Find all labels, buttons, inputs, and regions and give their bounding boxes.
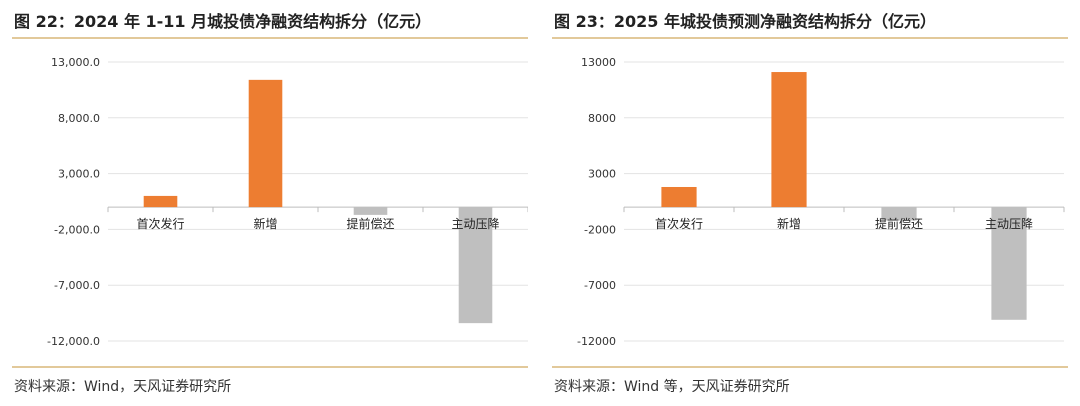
category-label: 首次发行	[655, 216, 703, 231]
y-tick-label: 3,000.0	[58, 168, 100, 181]
y-tick-label: 8000	[588, 112, 616, 125]
chart-panel-left: 图 22：2024 年 1-11 月城投债净融资结构拆分（亿元） 13,000.…	[12, 0, 528, 406]
y-tick-label: -7,000.0	[54, 279, 100, 292]
category-label: 新增	[253, 216, 277, 231]
source-rule	[552, 366, 1068, 368]
bar	[248, 79, 283, 208]
category-label: 提前偿还	[346, 216, 394, 231]
category-label: 新增	[777, 216, 801, 231]
y-tick-label: 3000	[588, 168, 616, 181]
category-label: 主动压降	[985, 217, 1033, 231]
y-tick-label: -12,000.0	[47, 335, 100, 348]
y-tick-label: -7000	[584, 279, 616, 292]
category-label: 主动压降	[451, 217, 499, 231]
bar	[771, 72, 807, 208]
chart-panel-right: 图 23：2025 年城投债预测净融资结构拆分（亿元） 13000 8000 300…	[552, 0, 1068, 406]
chart-title: 图 23：2025 年城投债预测净融资结构拆分（亿元）	[554, 12, 936, 31]
bar	[143, 195, 178, 208]
bar	[458, 207, 493, 324]
y-tick-label: 8,000.0	[58, 112, 100, 125]
bar-chart-2025: 13000 8000 3000 -2000 -7000 -12000 首次发行 新增 提前偿还 主…	[577, 56, 1065, 348]
y-tick-label: 13000	[581, 56, 616, 69]
bar	[881, 207, 917, 221]
y-tick-label: 13,000.0	[51, 56, 100, 69]
y-tick-label: -12000	[577, 335, 616, 348]
category-label: 首次发行	[136, 216, 184, 231]
category-label: 提前偿还	[875, 216, 923, 231]
bar	[353, 207, 388, 215]
chart-title: 图 22：2024 年 1-11 月城投债净融资结构拆分（亿元）	[14, 12, 432, 31]
y-tick-label: -2000	[584, 223, 616, 236]
y-tick-label: -2,000.0	[54, 223, 100, 236]
bar	[991, 207, 1027, 320]
title-rule	[12, 37, 528, 39]
source-note: 资料来源：Wind 等，天风证券研究所	[554, 379, 790, 395]
bar	[661, 186, 697, 208]
bar-chart-2024: 13,000.0 8,000.0 3,000.0 -2,000.0 -7,000.0 -1…	[47, 56, 528, 348]
source-note: 资料来源：Wind，天风证券研究所	[14, 379, 232, 395]
source-rule	[12, 366, 528, 368]
title-rule	[552, 37, 1068, 39]
